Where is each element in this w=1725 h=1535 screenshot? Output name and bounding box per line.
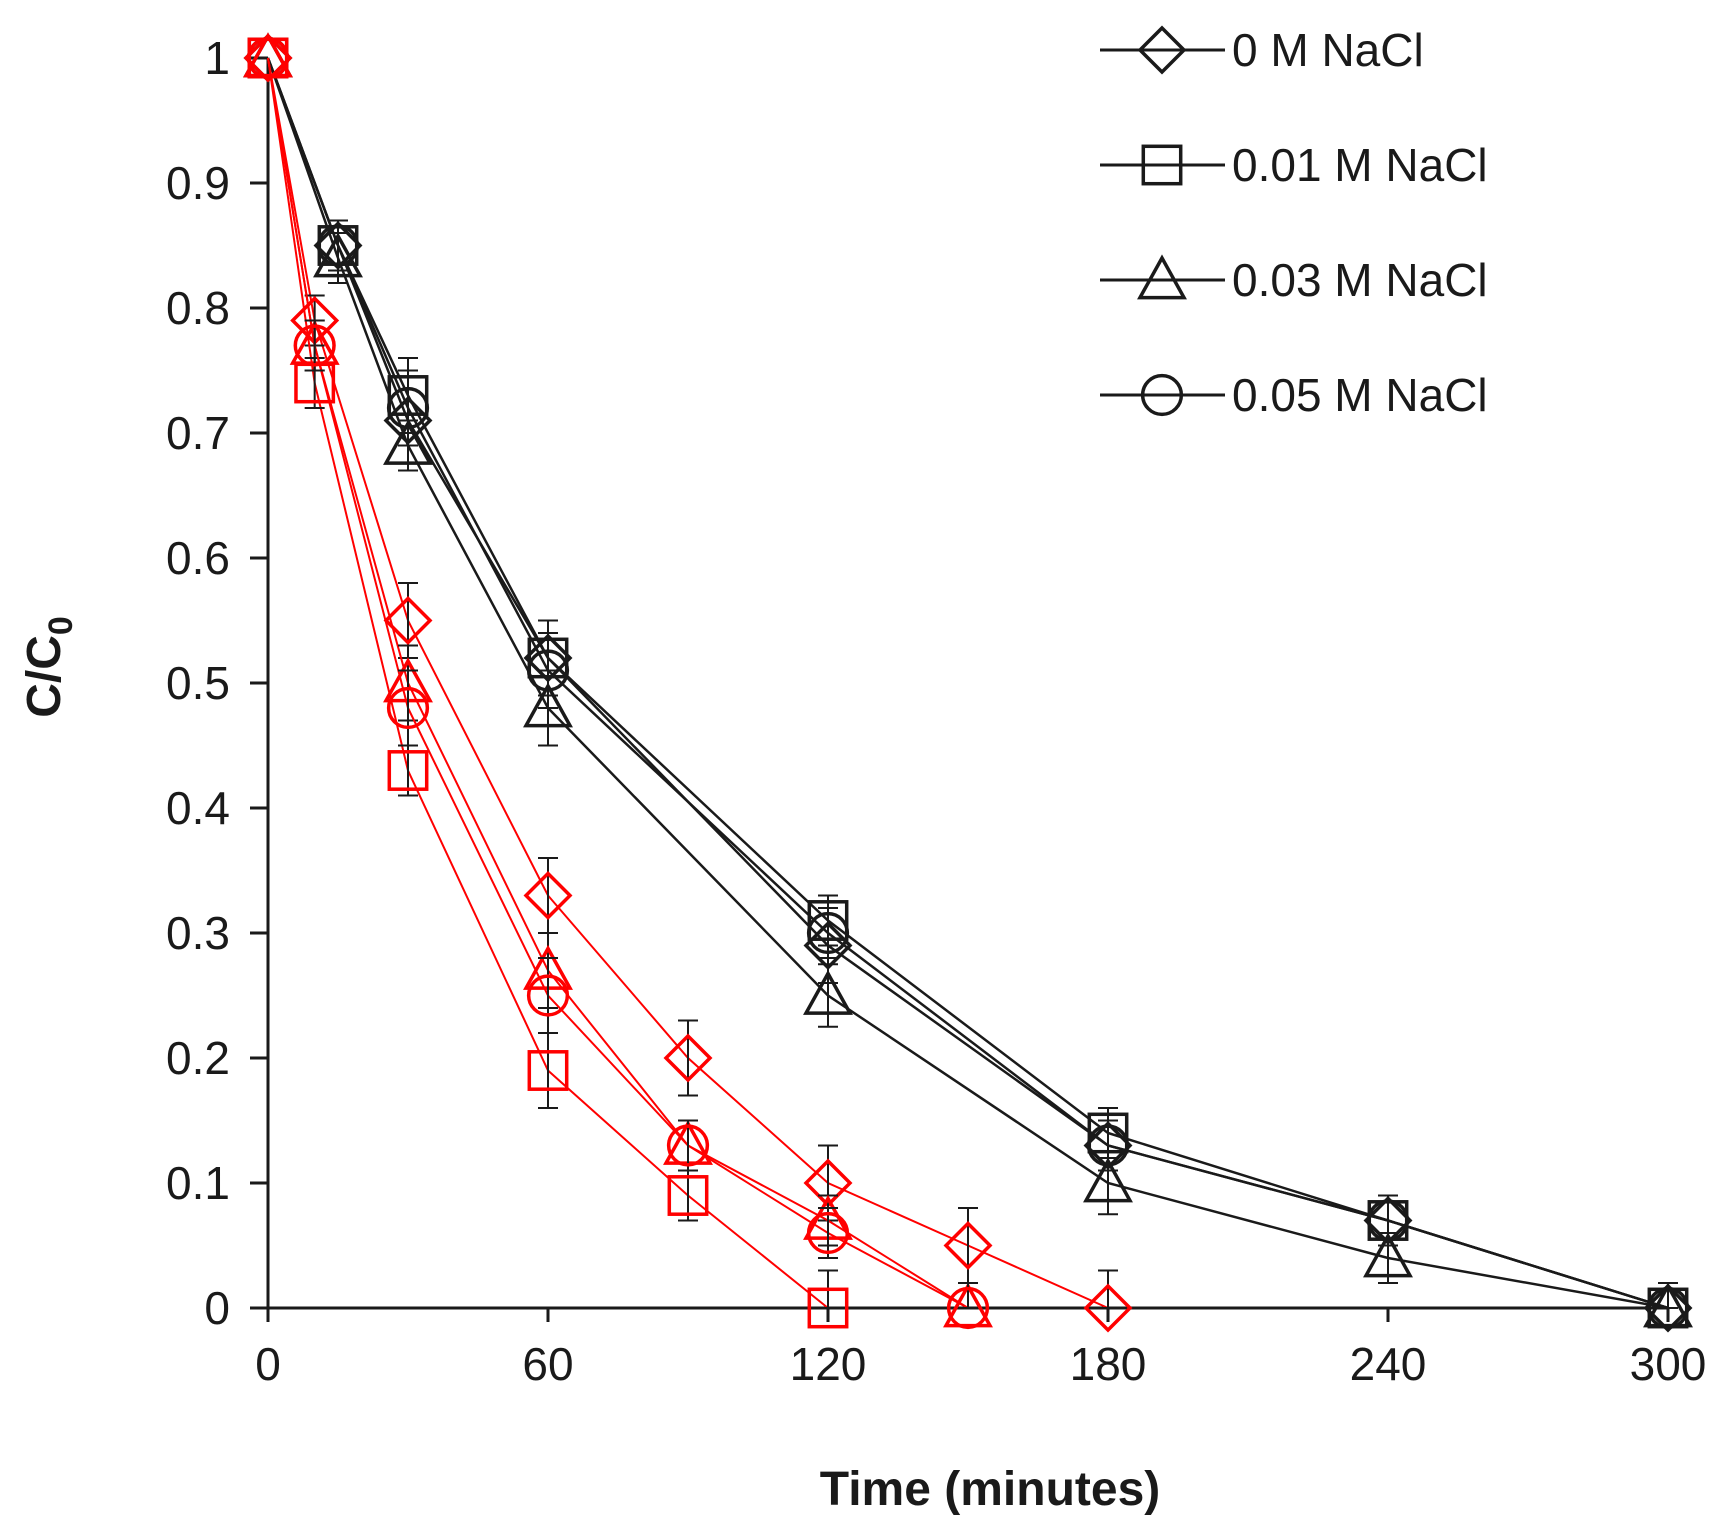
series-black-diamond [243,33,1693,1333]
data-point [386,386,430,430]
legend-label: 0.03 M NaCl [1232,254,1488,306]
legend-item: 0.03 M NaCl [1100,254,1488,306]
x-ticks: 0 60 120 180 240 300 [255,1308,1706,1390]
series-line [266,57,1669,1310]
x-tick-label: 180 [1070,1338,1147,1390]
y-tick-label: 0.2 [166,1032,230,1084]
y-tick-label: 1 [204,32,230,84]
series-black-triangle [243,32,1693,1328]
data-point [243,33,293,83]
y-tick-label: 0.6 [166,532,230,584]
x-tick-label: 120 [790,1338,867,1390]
data-point [526,974,570,1017]
legend-marker [1141,144,1183,186]
data-point [523,682,573,728]
series-line [267,57,969,1309]
data-point [383,596,433,645]
legend-item: 0.01 M NaCl [1100,139,1488,191]
legend-marker [1137,25,1187,75]
y-tick-label: 0.8 [166,282,230,334]
legend-item: 0 M NaCl [1100,24,1424,76]
axes: 0 60 120 180 240 300 0 0.1 0.2 0.3 0.4 0.5 0.6 0.7 0.… [166,32,1706,1390]
data-point [386,686,430,730]
data-point [1366,1199,1410,1242]
legend-marker [1140,373,1184,417]
series-black-circle [246,36,1690,1330]
y-tick-label: 0.3 [166,907,230,959]
data-point [1643,1283,1693,1333]
series-layer [243,32,1693,1333]
data-point [663,1033,713,1083]
data-point [523,871,573,920]
data-point [1086,1124,1130,1167]
y-tick-label: 0.9 [166,157,230,209]
series-line [267,57,1109,1309]
series-line [267,57,969,1309]
y-tick-label: 0.7 [166,407,230,459]
legend-item: 0.05 M NaCl [1100,369,1488,421]
data-point [293,324,336,367]
data-point [387,750,429,791]
data-point [316,224,360,267]
series-line [266,57,1669,1310]
data-point [246,36,290,80]
series-line [266,57,1669,1310]
y-tick-label: 0.5 [166,657,230,709]
x-tick-label: 0 [255,1338,281,1390]
data-point [806,911,850,955]
y-tick-label: 0.4 [166,782,230,834]
data-point [807,1287,849,1329]
data-point [943,1282,993,1328]
y-ticks: 0 0.1 0.2 0.3 0.4 0.5 0.6 0.7 0.8 0.9 1 [166,32,268,1334]
series-red-circle [246,36,990,1330]
series-red-diamond [243,33,1133,1333]
data-point [526,649,570,692]
legend: 0 M NaCl 0.01 M NaCl 0.03 M NaCl 0.05 M NaC… [1100,24,1488,421]
data-point [243,32,293,78]
data-point [383,419,433,465]
legend-label: 0.05 M NaCl [1232,369,1488,421]
data-point [806,1211,850,1255]
x-axis-title: Time (minutes) [820,1463,1161,1516]
data-point [943,1221,993,1270]
y-axis-title-main: C/C [18,635,71,718]
data-point [1083,1157,1133,1203]
series-line [266,57,1669,1310]
y-axis-title: C/C0 [18,616,80,718]
data-point [946,1286,990,1330]
legend-label: 0.01 M NaCl [1232,139,1488,191]
data-point [803,969,853,1015]
data-point [1363,1232,1413,1278]
data-point [1083,1283,1133,1333]
x-tick-label: 240 [1350,1338,1427,1390]
y-tick-label: 0 [204,1282,230,1334]
y-axis-title-subscript: 0 [42,616,80,635]
data-point [666,1124,710,1167]
data-point [527,1050,569,1091]
data-point [667,1175,709,1216]
data-point [313,232,363,278]
data-point [1646,1286,1690,1330]
x-tick-label: 60 [522,1338,573,1390]
legend-marker [1137,254,1187,300]
y-tick-label: 0.1 [166,1157,230,1209]
x-tick-label: 300 [1630,1338,1707,1390]
legend-label: 0 M NaCl [1232,24,1424,76]
series-black-square [247,37,1689,1329]
